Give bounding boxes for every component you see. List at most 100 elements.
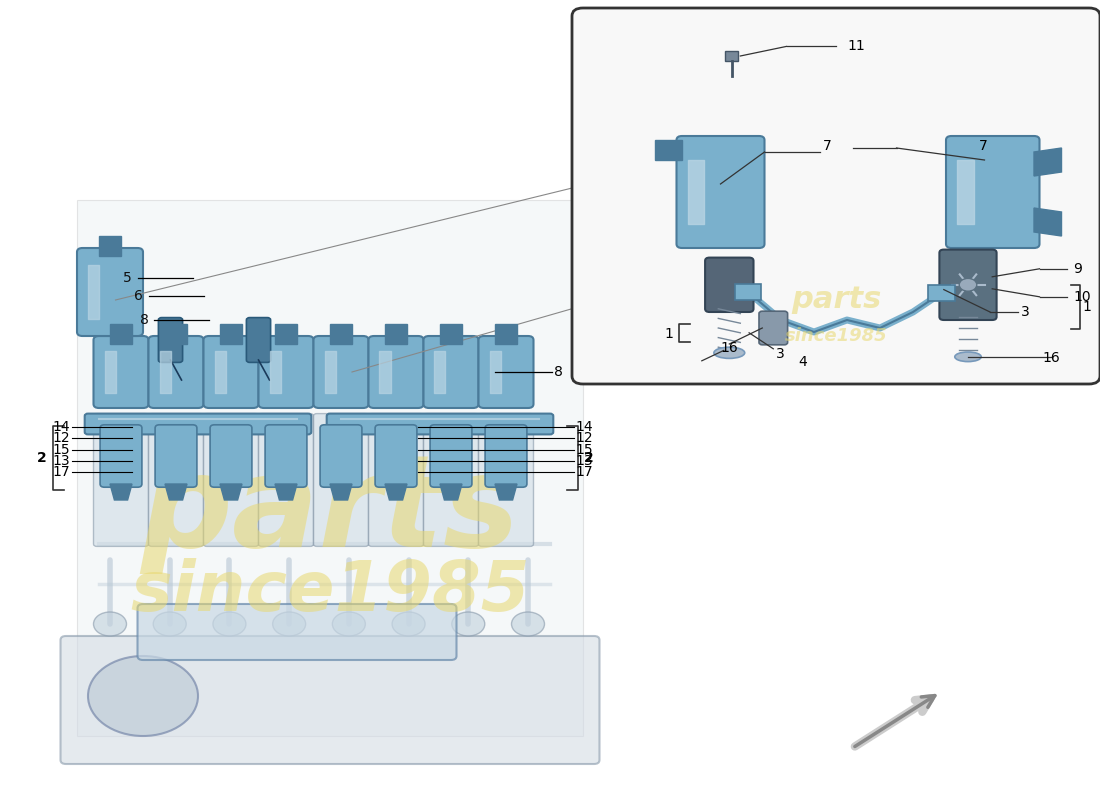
Text: 7: 7 (979, 138, 988, 153)
FancyBboxPatch shape (94, 336, 148, 408)
Circle shape (88, 656, 198, 736)
Polygon shape (165, 484, 187, 500)
FancyBboxPatch shape (946, 136, 1040, 248)
Text: since1985: since1985 (784, 327, 888, 345)
Text: 17: 17 (53, 465, 70, 479)
FancyBboxPatch shape (85, 414, 311, 434)
FancyBboxPatch shape (265, 425, 307, 487)
Bar (220, 324, 242, 344)
FancyBboxPatch shape (246, 318, 271, 362)
FancyBboxPatch shape (327, 414, 553, 434)
Text: 15: 15 (53, 442, 70, 457)
Circle shape (273, 612, 306, 636)
Text: since1985: since1985 (130, 558, 530, 626)
Text: 16: 16 (720, 341, 738, 355)
FancyBboxPatch shape (430, 425, 472, 487)
Polygon shape (654, 140, 682, 160)
FancyBboxPatch shape (676, 136, 764, 248)
FancyBboxPatch shape (478, 336, 534, 408)
FancyBboxPatch shape (158, 318, 183, 362)
Text: 3: 3 (776, 346, 784, 361)
Circle shape (512, 612, 544, 636)
FancyBboxPatch shape (572, 8, 1100, 384)
Polygon shape (495, 484, 517, 500)
Text: parts: parts (141, 450, 519, 574)
Text: 2: 2 (36, 450, 46, 465)
Bar (165, 324, 187, 344)
FancyBboxPatch shape (314, 414, 369, 546)
Text: 16: 16 (1043, 350, 1060, 365)
FancyBboxPatch shape (148, 336, 204, 408)
Bar (440, 324, 462, 344)
Text: 1: 1 (1082, 300, 1091, 314)
Text: 14: 14 (575, 420, 593, 434)
Text: 13: 13 (53, 454, 70, 468)
Text: 3: 3 (1021, 305, 1030, 319)
FancyBboxPatch shape (210, 425, 252, 487)
FancyBboxPatch shape (939, 250, 997, 320)
Text: 12: 12 (53, 431, 70, 446)
Circle shape (94, 612, 126, 636)
Text: 9: 9 (1074, 262, 1082, 276)
FancyBboxPatch shape (314, 336, 369, 408)
Polygon shape (275, 484, 297, 500)
Text: 15: 15 (575, 442, 593, 457)
Ellipse shape (714, 347, 745, 358)
Text: 2: 2 (584, 450, 594, 465)
FancyBboxPatch shape (368, 414, 424, 546)
Text: 13: 13 (575, 454, 593, 468)
Bar (735, 284, 761, 300)
Text: 1: 1 (664, 327, 673, 342)
FancyBboxPatch shape (478, 414, 534, 546)
Text: 12: 12 (575, 431, 593, 446)
Circle shape (213, 612, 246, 636)
FancyBboxPatch shape (60, 636, 600, 764)
Bar (495, 324, 517, 344)
FancyBboxPatch shape (77, 248, 143, 336)
Text: 8: 8 (140, 313, 148, 327)
FancyBboxPatch shape (424, 336, 478, 408)
Text: 11: 11 (847, 39, 865, 54)
Ellipse shape (955, 352, 981, 362)
FancyBboxPatch shape (705, 258, 754, 312)
Text: 10: 10 (1074, 290, 1091, 304)
Circle shape (392, 612, 425, 636)
FancyBboxPatch shape (258, 336, 314, 408)
Text: 8: 8 (554, 365, 563, 379)
FancyBboxPatch shape (155, 425, 197, 487)
Polygon shape (110, 484, 132, 500)
Circle shape (452, 612, 485, 636)
Polygon shape (385, 484, 407, 500)
Bar (110, 324, 132, 344)
Polygon shape (440, 484, 462, 500)
FancyBboxPatch shape (204, 414, 258, 546)
Polygon shape (77, 200, 583, 736)
Text: 4: 4 (799, 355, 807, 370)
FancyBboxPatch shape (320, 425, 362, 487)
Text: 5: 5 (123, 271, 132, 286)
Text: 14: 14 (53, 420, 70, 434)
Bar (99, 236, 121, 256)
Text: parts: parts (791, 286, 881, 314)
FancyBboxPatch shape (485, 425, 527, 487)
FancyBboxPatch shape (148, 414, 204, 546)
Polygon shape (330, 484, 352, 500)
Circle shape (959, 278, 977, 291)
FancyBboxPatch shape (100, 425, 142, 487)
Polygon shape (1034, 148, 1062, 176)
Polygon shape (220, 484, 242, 500)
FancyBboxPatch shape (424, 414, 478, 546)
Bar (275, 324, 297, 344)
Bar (385, 324, 407, 344)
Bar (928, 285, 955, 301)
Text: 7: 7 (823, 138, 832, 153)
FancyBboxPatch shape (94, 414, 148, 546)
Bar (725, 51, 738, 61)
FancyBboxPatch shape (368, 336, 424, 408)
FancyBboxPatch shape (258, 414, 314, 546)
Polygon shape (1034, 208, 1062, 236)
Circle shape (332, 612, 365, 636)
Bar (330, 324, 352, 344)
Circle shape (153, 612, 186, 636)
FancyBboxPatch shape (138, 604, 456, 660)
